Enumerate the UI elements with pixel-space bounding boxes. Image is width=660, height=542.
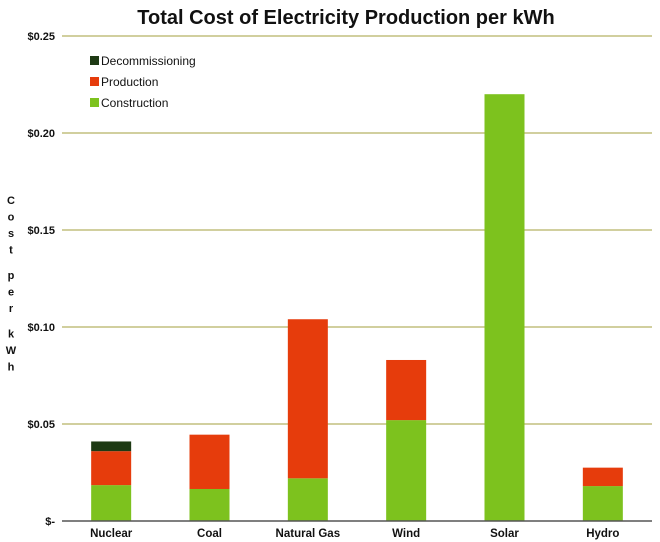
y-axis-label-letter: h <box>8 362 15 374</box>
y-axis-label-letter: r <box>9 303 14 315</box>
y-tick-label: $0.15 <box>27 225 55 237</box>
y-tick-label: $0.10 <box>27 322 55 334</box>
bar-segment <box>189 434 230 489</box>
y-axis-label-letter: C <box>7 195 15 207</box>
x-tick-label: Nuclear <box>90 528 133 540</box>
y-tick-label: $0.20 <box>27 128 55 140</box>
bars <box>91 94 623 521</box>
x-tick-label: Coal <box>197 528 222 540</box>
y-axis-label-letter: s <box>8 228 14 240</box>
x-tick-label: Natural Gas <box>276 528 341 540</box>
legend-swatch <box>90 56 99 65</box>
x-tick-labels: Nuclear Coal Natural Gas Wind Solar Hydro <box>90 528 619 540</box>
y-axis-label-letter: k <box>8 329 15 341</box>
bar-segment <box>91 441 132 452</box>
bar-segment <box>287 319 328 479</box>
bar-segment <box>582 467 623 487</box>
bar-segment <box>386 359 427 421</box>
y-axis-label-letter: e <box>8 287 14 299</box>
y-tick-label: $- <box>45 516 55 528</box>
y-axis-label-letter: W <box>6 345 17 357</box>
y-axis-label-letter: p <box>8 270 15 282</box>
y-axis-label: Cost per kWh <box>6 195 17 374</box>
y-axis-label-letter: o <box>8 212 15 224</box>
legend-swatch <box>90 98 99 107</box>
chart-title: Total Cost of Electricity Production per… <box>137 7 554 29</box>
gridlines <box>62 35 652 425</box>
x-tick-label: Solar <box>490 528 519 540</box>
legend-label: Construction <box>101 96 168 110</box>
bar-segment <box>484 94 525 521</box>
legend: Decommissioning Production Construction <box>90 54 196 110</box>
bar-segment <box>582 486 623 521</box>
bar-segment <box>91 485 132 521</box>
y-axis-label-letter: t <box>9 245 13 257</box>
y-tick-labels: $- $0.05 $0.10 $0.15 $0.20 $0.25 <box>27 31 55 528</box>
x-tick-label: Hydro <box>586 528 619 540</box>
y-tick-label: $0.25 <box>27 31 55 43</box>
bar-segment <box>386 420 427 521</box>
x-tick-label: Wind <box>392 528 420 540</box>
bar-segment <box>91 451 132 486</box>
y-tick-label: $0.05 <box>27 419 55 431</box>
legend-label: Decommissioning <box>101 54 196 68</box>
bar-segment <box>189 488 230 521</box>
bar-segment <box>287 478 328 521</box>
legend-swatch <box>90 77 99 86</box>
legend-label: Production <box>101 75 158 89</box>
